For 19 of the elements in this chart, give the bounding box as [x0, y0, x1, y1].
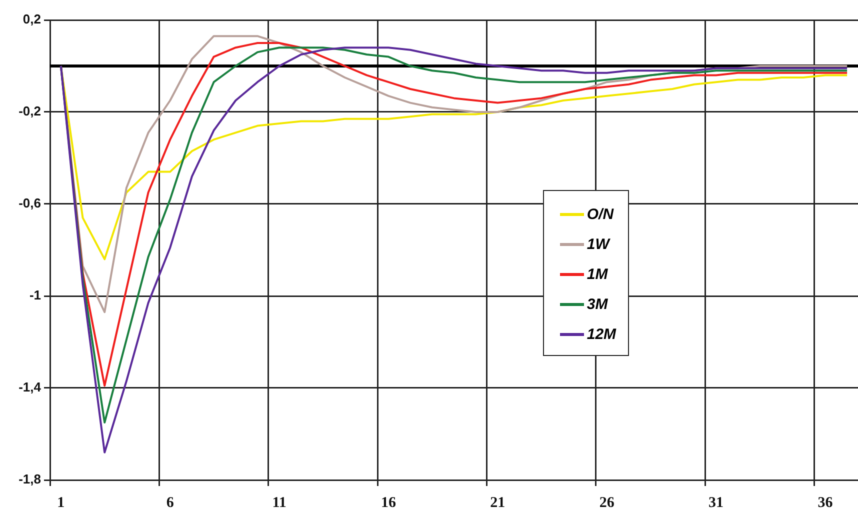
- y-tick-label: -0,2: [18, 104, 41, 119]
- y-tick-label: 0,2: [22, 12, 41, 27]
- x-tick-label: 6: [166, 494, 174, 511]
- y-tick-label: -1,8: [18, 472, 41, 487]
- x-tick-label: 1: [57, 494, 65, 511]
- legend-label: 1M: [586, 266, 608, 283]
- x-tick-label: 31: [708, 494, 724, 511]
- legend-label: 3M: [586, 296, 608, 313]
- legend-label: 1W: [586, 236, 610, 253]
- x-tick-label: 36: [818, 494, 834, 511]
- y-tick-label: -1: [29, 288, 41, 303]
- x-tick-label: 26: [599, 494, 615, 511]
- y-tick-label: -0,6: [18, 196, 41, 211]
- legend-label: O/N: [586, 206, 614, 223]
- x-tick-label: 16: [380, 494, 396, 511]
- x-tick-label: 21: [490, 494, 506, 511]
- x-tick-label: 11: [272, 494, 286, 511]
- legend-label: 12M: [586, 326, 616, 343]
- y-tick-label: -1,4: [18, 380, 42, 395]
